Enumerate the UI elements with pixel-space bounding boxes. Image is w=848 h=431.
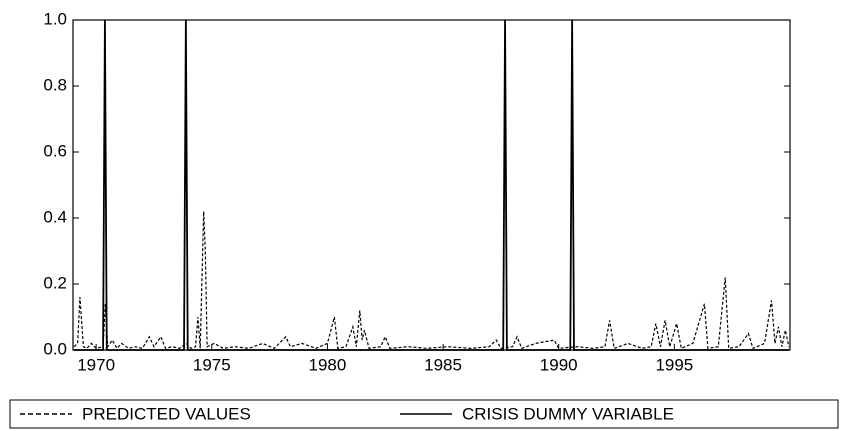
x-tick-label: 1980 (309, 355, 347, 374)
y-tick-label: 0.0 (43, 339, 67, 358)
plot-frame (72, 19, 791, 351)
legend-label: CRISIS DUMMY VARIABLE (462, 404, 674, 423)
y-tick-label: 0.2 (43, 273, 67, 292)
legend-box (9, 399, 839, 429)
y-tick-label: 0.8 (43, 75, 67, 94)
x-tick-label: 1995 (655, 355, 693, 374)
x-tick-label: 1970 (77, 355, 115, 374)
legend-label: PREDICTED VALUES (82, 404, 251, 423)
x-tick-label: 1985 (424, 355, 462, 374)
x-tick-label: 1990 (540, 355, 578, 374)
x-tick-label: 1975 (193, 355, 231, 374)
y-tick-label: 1.0 (43, 9, 67, 28)
series-line (74, 19, 789, 351)
y-tick-label: 0.6 (43, 141, 67, 160)
series-line (73, 211, 790, 350)
y-tick-label: 0.4 (43, 207, 67, 226)
